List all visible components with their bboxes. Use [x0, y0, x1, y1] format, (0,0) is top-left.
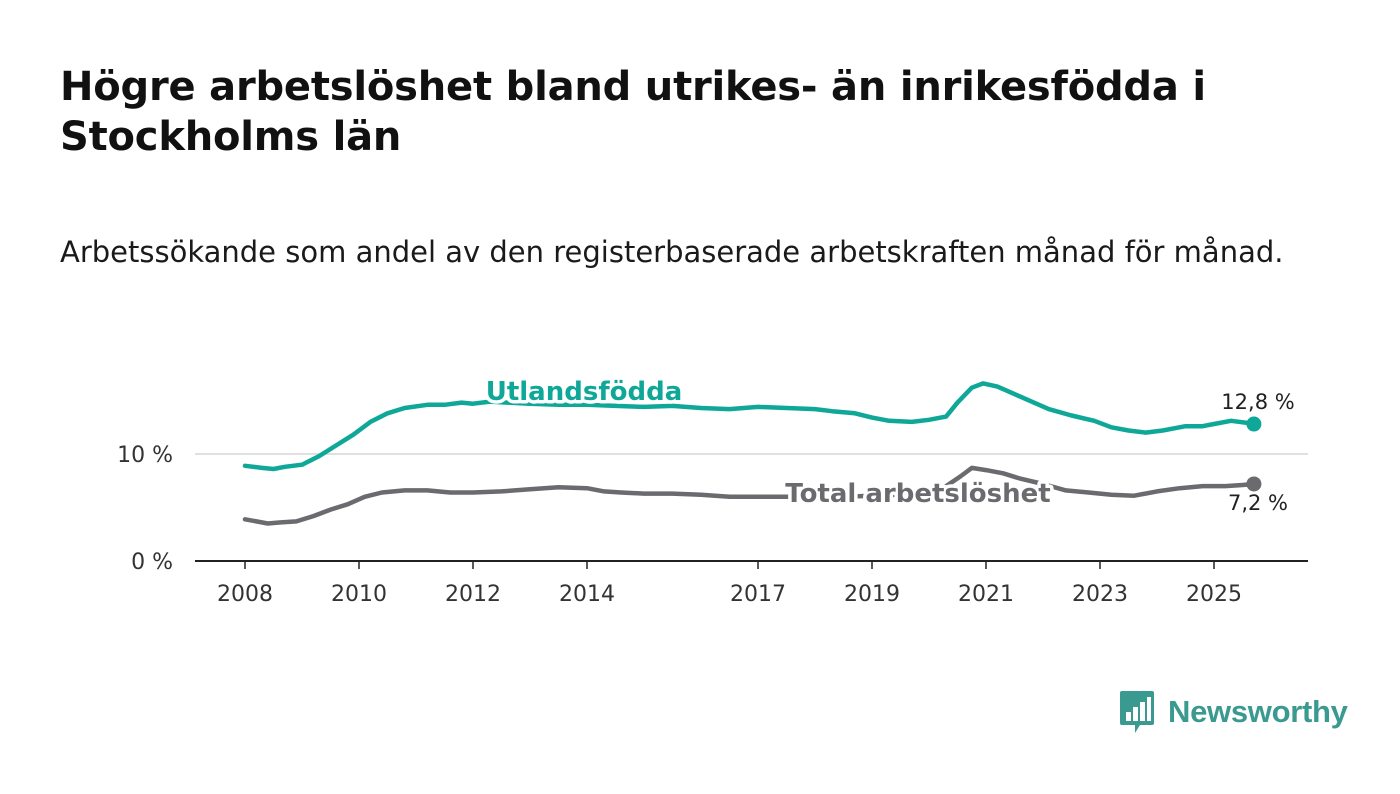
chart-subtitle: Arbetssökande som andel av den registerb…: [60, 235, 1284, 269]
x-tick-label: 2008: [217, 582, 273, 607]
series-line-utlandsfodda: [242, 381, 1257, 472]
series-label-total: Total arbetslöshet: [785, 479, 1050, 509]
series-label-utlandsfodda: Utlandsfödda: [486, 377, 683, 407]
newsworthy-logo-text: Newsworthy: [1168, 694, 1348, 729]
series-end-point: [1246, 476, 1262, 492]
y-tick-label: 0 %: [131, 550, 173, 575]
x-tick-label: 2017: [730, 582, 786, 607]
x-tick-label: 2012: [445, 582, 501, 607]
y-tick-label: 10 %: [117, 443, 173, 468]
x-tick-label: 2019: [844, 582, 900, 607]
chart-title: Högre arbetslöshet bland utrikes- än inr…: [60, 64, 1206, 160]
x-tick-label: 2025: [1186, 582, 1242, 607]
x-tick-label: 2010: [331, 582, 387, 607]
x-tick-label: 2014: [559, 582, 615, 607]
x-tick-label: 2021: [958, 582, 1014, 607]
x-tick-label: 2023: [1072, 582, 1128, 607]
newsworthy-logo-icon: [1120, 691, 1154, 733]
end-value-label-total: 7,2 %: [1228, 491, 1288, 515]
series-line-total: [242, 465, 1257, 526]
end-value-label-utlandsfodda: 12,8 %: [1221, 390, 1294, 414]
series-end-point: [1246, 416, 1262, 432]
newsworthy-logo: Newsworthy: [1118, 690, 1348, 734]
